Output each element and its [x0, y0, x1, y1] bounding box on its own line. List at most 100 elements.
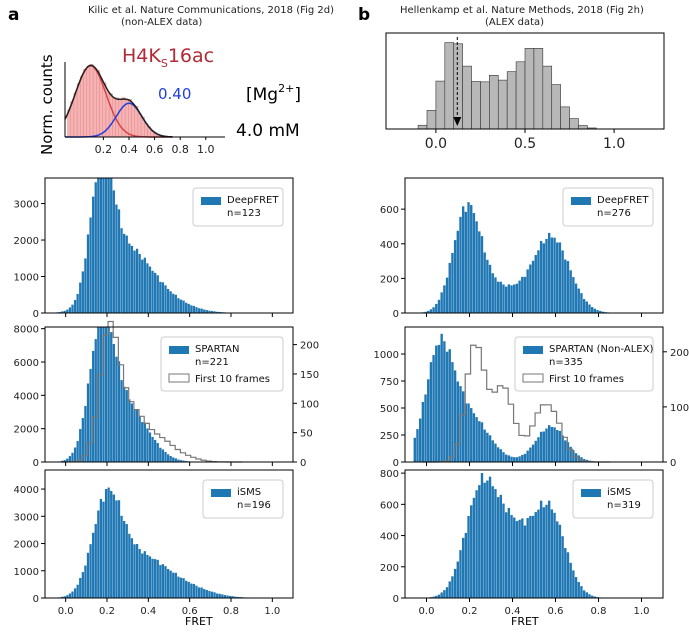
- bar: [467, 202, 469, 313]
- legend-box: [203, 480, 283, 518]
- bar: [198, 587, 200, 598]
- bar: [591, 307, 593, 313]
- bar: [126, 236, 128, 313]
- legend-swatch-outline: [169, 374, 189, 382]
- bar: [561, 250, 563, 313]
- bar: [569, 563, 571, 598]
- bar: [146, 428, 148, 462]
- bar: [440, 292, 442, 313]
- bar: [164, 452, 166, 462]
- bar: [115, 357, 117, 462]
- inset-a-ylabel: Norm. counts: [38, 54, 56, 155]
- bar: [180, 300, 182, 313]
- top-hist-bar: [552, 85, 561, 129]
- bar: [87, 553, 89, 598]
- bar: [110, 332, 112, 462]
- bar: [151, 437, 153, 462]
- bar: [87, 234, 89, 313]
- right-tick-label: 200: [300, 341, 319, 352]
- panel-a-source: Kilic et al. Nature Communications, 2018…: [88, 5, 334, 16]
- bar: [435, 304, 437, 313]
- y-tick-label: 0: [393, 458, 399, 469]
- x-tick-label: 0.8: [591, 606, 607, 617]
- inset-bar: [119, 100, 122, 137]
- bar: [586, 592, 588, 598]
- bar: [167, 289, 169, 313]
- bar: [110, 178, 112, 313]
- bar: [548, 233, 550, 313]
- panel-b-letter: b: [358, 5, 370, 25]
- bar: [175, 458, 177, 462]
- bar: [578, 289, 580, 313]
- bar: [136, 249, 138, 313]
- inset-bar: [87, 67, 90, 137]
- bar: [144, 423, 146, 462]
- inset-bar: [138, 114, 141, 137]
- bar: [71, 305, 73, 313]
- bar: [497, 497, 499, 598]
- bar: [505, 512, 507, 598]
- bar: [164, 566, 166, 598]
- bar: [430, 309, 432, 313]
- bar: [84, 566, 86, 598]
- legend-n: n=221: [195, 357, 229, 368]
- inset-bar: [90, 64, 93, 137]
- y-tick-label: 800: [380, 469, 399, 480]
- bar: [524, 454, 526, 462]
- bar: [518, 520, 520, 598]
- inset-bar: [84, 69, 87, 137]
- bar: [435, 346, 437, 462]
- legend-swatch: [581, 489, 601, 497]
- y-tick-label: 1000: [14, 567, 39, 578]
- inset-x-tick-label: 0.8: [171, 143, 189, 156]
- y-tick-label: 0: [33, 594, 39, 605]
- bar: [69, 594, 71, 598]
- inset-x-tick-label: 0.4: [120, 143, 138, 156]
- legend-n: n=123: [227, 208, 261, 219]
- bar: [548, 425, 550, 462]
- bar: [89, 369, 91, 462]
- bar: [526, 451, 528, 462]
- bar: [516, 284, 518, 313]
- x-tick-label: 0.8: [223, 606, 239, 617]
- bar: [521, 455, 523, 462]
- y-tick-label: 8000: [14, 325, 39, 336]
- bar: [190, 305, 192, 313]
- bar: [446, 278, 448, 313]
- bar: [583, 590, 585, 598]
- bar: [508, 508, 510, 598]
- bar: [529, 448, 531, 462]
- inset-bar: [132, 105, 135, 137]
- bar: [157, 443, 159, 462]
- bar: [438, 345, 440, 462]
- right-tick-label: 100: [300, 399, 319, 410]
- inset-bar: [109, 94, 112, 137]
- bar: [206, 590, 208, 598]
- bar: [110, 491, 112, 598]
- bar: [553, 238, 555, 313]
- bar: [82, 271, 84, 313]
- bar: [414, 438, 416, 462]
- bar: [457, 231, 459, 313]
- bar: [497, 447, 499, 462]
- bar: [416, 429, 418, 462]
- right-tick-label: 0: [670, 458, 676, 469]
- legend-title: iSMS: [607, 487, 631, 498]
- bar: [510, 285, 512, 313]
- bar: [516, 521, 518, 598]
- bar: [572, 570, 574, 598]
- inset-bar: [80, 77, 83, 137]
- bar: [443, 341, 445, 462]
- bar: [586, 302, 588, 313]
- bar: [470, 205, 472, 313]
- bar: [492, 273, 494, 313]
- inset-bar: [93, 69, 96, 137]
- bar: [540, 432, 542, 462]
- bar: [457, 562, 459, 598]
- bar: [170, 291, 172, 313]
- bar: [102, 178, 104, 313]
- bar: [419, 419, 421, 462]
- bar: [569, 270, 571, 313]
